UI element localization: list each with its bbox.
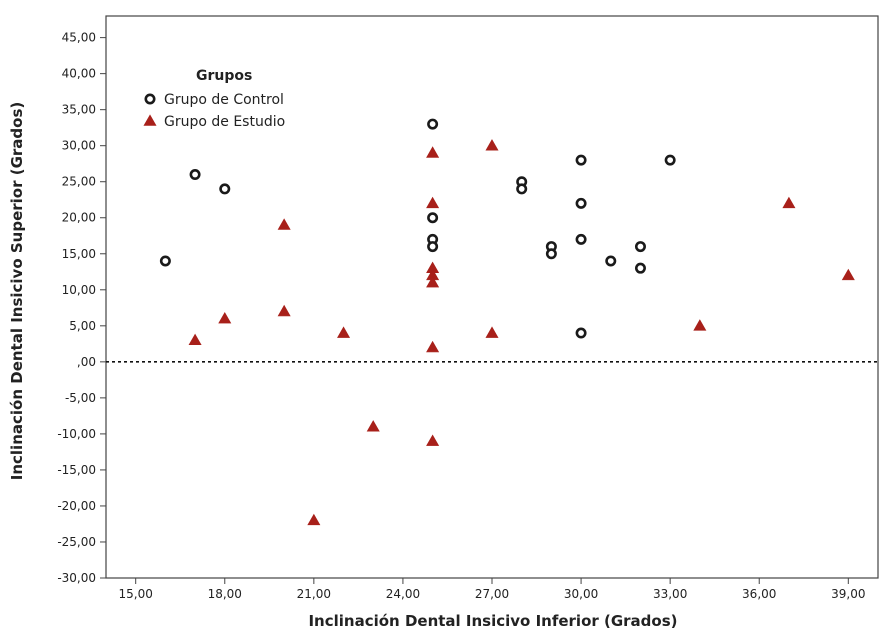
point-grupo-de-control xyxy=(607,257,615,265)
y-tick-label: 5,00 xyxy=(69,319,96,333)
point-grupo-de-control xyxy=(428,120,436,128)
point-grupo-de-control xyxy=(191,170,199,178)
point-grupo-de-control xyxy=(636,264,644,272)
point-grupo-de-control xyxy=(577,235,585,243)
y-tick-label: 10,00 xyxy=(62,283,96,297)
y-tick-label: 35,00 xyxy=(62,103,96,117)
y-tick-label: 45,00 xyxy=(62,31,96,45)
point-grupo-de-control xyxy=(221,185,229,193)
point-grupo-de-control xyxy=(428,242,436,250)
y-tick-label: -10,00 xyxy=(57,427,96,441)
y-tick-label: 20,00 xyxy=(62,211,96,225)
legend-label-grupo-de-control: Grupo de Control xyxy=(164,92,284,108)
y-tick-label: -20,00 xyxy=(57,499,96,513)
y-tick-label: -15,00 xyxy=(57,463,96,477)
x-tick-label: 30,00 xyxy=(564,587,598,601)
point-grupo-de-control xyxy=(666,156,674,164)
y-tick-label: -30,00 xyxy=(57,571,96,585)
y-tick-label: 25,00 xyxy=(62,175,96,189)
x-tick-label: 36,00 xyxy=(742,587,776,601)
y-tick-label: 15,00 xyxy=(62,247,96,261)
y-tick-label: -5,00 xyxy=(65,391,96,405)
x-tick-label: 39,00 xyxy=(831,587,865,601)
point-grupo-de-control xyxy=(517,185,525,193)
point-grupo-de-control xyxy=(577,156,585,164)
y-tick-label: 30,00 xyxy=(62,139,96,153)
x-tick-label: 33,00 xyxy=(653,587,687,601)
point-grupo-de-control xyxy=(547,250,555,258)
x-tick-label: 24,00 xyxy=(386,587,420,601)
legend-title: Grupos xyxy=(196,68,252,84)
legend-marker-grupo-de-control xyxy=(146,95,154,103)
x-tick-label: 27,00 xyxy=(475,587,509,601)
point-grupo-de-control xyxy=(428,214,436,222)
y-axis-title: Inclinación Dental Insicivo Superior (Gr… xyxy=(8,102,26,480)
y-tick-label: 40,00 xyxy=(62,67,96,81)
y-tick-label: -25,00 xyxy=(57,535,96,549)
y-tick-label: ,00 xyxy=(77,355,96,369)
point-grupo-de-control xyxy=(577,329,585,337)
point-grupo-de-control xyxy=(161,257,169,265)
legend-label-grupo-de-estudio: Grupo de Estudio xyxy=(164,114,285,130)
point-grupo-de-control xyxy=(577,199,585,207)
x-tick-label: 21,00 xyxy=(297,587,331,601)
x-axis-title: Inclinación Dental Insicivo Inferior (Gr… xyxy=(308,612,677,630)
point-grupo-de-control xyxy=(636,242,644,250)
x-tick-label: 15,00 xyxy=(119,587,153,601)
x-tick-label: 18,00 xyxy=(208,587,242,601)
